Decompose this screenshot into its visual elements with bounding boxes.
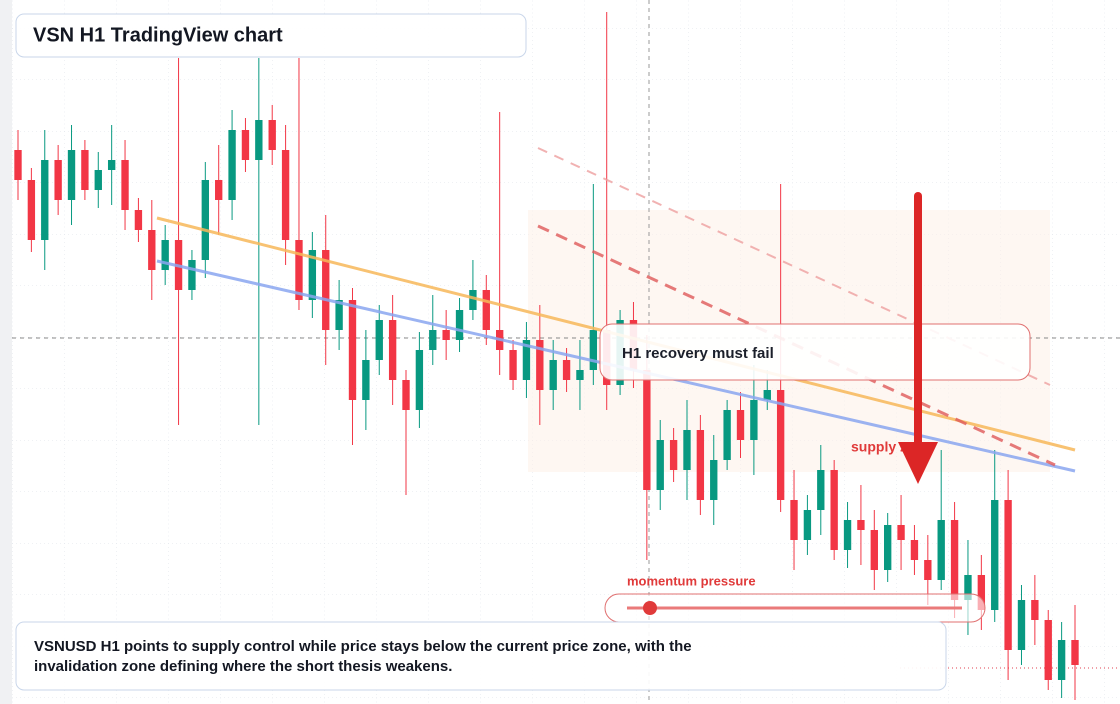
candle-body — [1017, 600, 1026, 650]
candle-body — [348, 300, 357, 400]
candle-body — [884, 525, 892, 570]
candle-body — [388, 320, 397, 380]
candle-body — [522, 340, 531, 380]
side-bar — [0, 0, 12, 704]
candle-body — [482, 290, 490, 330]
candle-body — [656, 440, 664, 490]
candle-body — [536, 340, 544, 390]
candle-body — [121, 160, 129, 210]
candle-body — [723, 410, 731, 460]
candle-body — [54, 160, 62, 200]
candle-body — [81, 150, 89, 190]
annotation: H1 recovery must fail — [622, 345, 774, 362]
annotation: momentum pressure — [627, 573, 756, 588]
candle-body — [964, 575, 972, 600]
candle-body — [375, 320, 383, 360]
candle-body — [255, 120, 263, 160]
caption-wrap: VSNUSD H1 points to supply control while… — [34, 638, 692, 675]
candle-body — [950, 520, 959, 600]
momentum-dot — [643, 601, 657, 615]
candle-body — [696, 430, 705, 500]
candle-body — [830, 470, 838, 550]
candle-body — [268, 120, 276, 150]
candle-body — [736, 410, 745, 440]
candle-body — [803, 510, 812, 540]
candle-body — [1044, 620, 1052, 680]
candle-body — [469, 290, 477, 310]
candle-body — [750, 400, 758, 440]
candle-body — [870, 530, 878, 570]
caption: VSNUSD H1 points to supply control while… — [34, 638, 692, 675]
candle-body — [67, 150, 76, 200]
candle-body — [107, 160, 116, 170]
candle-body — [362, 360, 370, 400]
candle-body — [161, 240, 169, 270]
candle-body — [228, 130, 236, 200]
candle-body — [188, 260, 196, 290]
candle-body — [295, 240, 303, 300]
candle-body — [1057, 640, 1066, 680]
candle-body — [402, 380, 410, 410]
candle-body — [1004, 500, 1012, 650]
candle-body — [1031, 600, 1039, 620]
candle-body — [509, 350, 517, 380]
chart-title: VSN H1 TradingView chart — [33, 24, 283, 46]
candle-body — [134, 210, 143, 230]
candle-body — [549, 360, 557, 390]
candle-body — [910, 540, 919, 560]
candle-body — [94, 170, 102, 190]
candle-body — [27, 180, 36, 240]
candle-body — [924, 560, 932, 580]
candle-body — [415, 350, 424, 410]
candle-body — [241, 130, 250, 160]
candle-body — [1071, 640, 1079, 665]
candle-body — [683, 430, 691, 470]
candle-body — [991, 500, 999, 610]
candle-body — [817, 470, 825, 510]
candle-body — [215, 180, 223, 200]
candle-body — [429, 330, 437, 350]
title-box — [15, 13, 527, 58]
candle-body — [322, 250, 330, 330]
arrow-head — [898, 442, 938, 484]
candle-body — [710, 460, 718, 500]
candle-body — [589, 330, 598, 370]
candle-body — [455, 310, 464, 340]
candle-body — [41, 160, 49, 240]
caption-box — [15, 621, 947, 691]
candle-body — [442, 330, 450, 340]
candle-body — [335, 300, 343, 330]
candle-body — [562, 360, 571, 380]
candles — [14, 12, 1079, 700]
candle-body — [763, 390, 771, 400]
candle-body — [669, 440, 678, 470]
candle-body — [201, 180, 209, 260]
candle-body — [897, 525, 905, 540]
candle-body — [843, 520, 852, 550]
candle-body — [14, 150, 22, 180]
candle-body — [776, 390, 785, 500]
candle-body — [643, 370, 651, 490]
candle-body — [576, 370, 584, 380]
candle-body — [308, 250, 317, 300]
annotation-box — [599, 323, 1031, 381]
candle-body — [148, 230, 156, 270]
candle-body — [281, 150, 290, 240]
candle-body — [857, 520, 865, 530]
candle-body — [790, 500, 798, 540]
candle-body — [937, 520, 945, 580]
candle-body — [977, 575, 986, 610]
